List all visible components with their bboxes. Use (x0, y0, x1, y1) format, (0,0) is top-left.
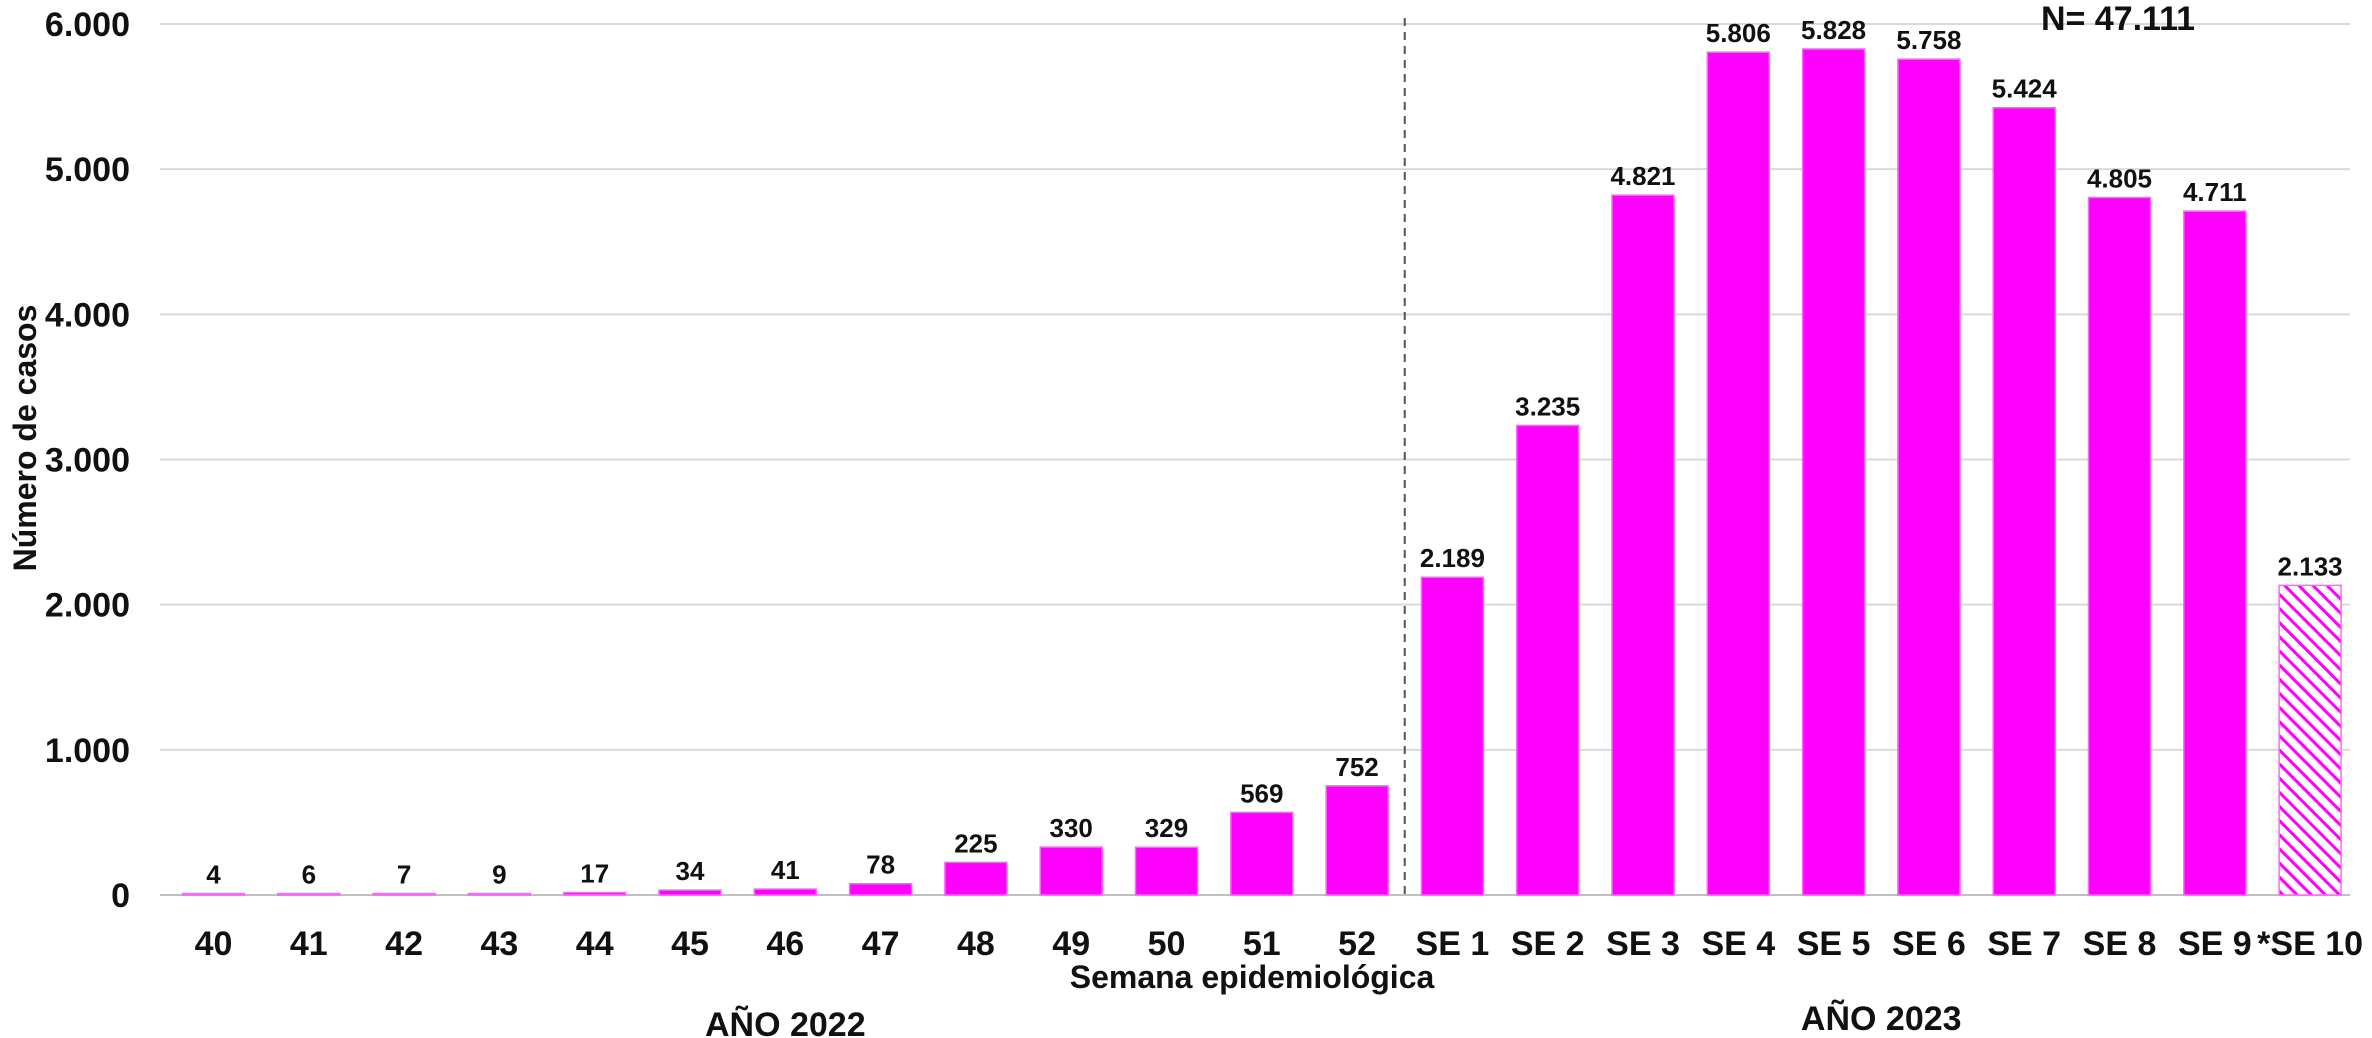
y-tick-label: 0 (111, 877, 130, 915)
bar (1420, 576, 1485, 896)
group-label-2022: AÑO 2022 (705, 1006, 866, 1038)
gridlines (160, 23, 2350, 896)
data-label: 41 (771, 855, 800, 885)
bar (2183, 210, 2247, 896)
data-label: 4.711 (2183, 177, 2247, 207)
data-label: 2.189 (1420, 543, 1485, 573)
data-label: 4.805 (2087, 163, 2152, 193)
data-label: 7 (397, 860, 411, 890)
group-label-2023: AÑO 2023 (1801, 1000, 1962, 1038)
x-axis-ticks: 40 41 42 43 44 45 46 47 48 49 50 51 52 SE 1 SE 2 SE 3 SE… (195, 925, 2363, 963)
y-tick-label: 6.000 (45, 6, 130, 44)
bar (1897, 58, 1961, 896)
x-tick-label: SE 1 (1416, 925, 1490, 963)
x-tick-label: SE 9 (2178, 925, 2252, 963)
data-label: 4 (206, 860, 221, 890)
bar (848, 882, 913, 896)
x-tick-label: 49 (1052, 925, 1090, 963)
data-label: 5.806 (1706, 18, 1771, 48)
bar (277, 892, 341, 896)
data-label: 78 (866, 850, 895, 880)
bar (1515, 424, 1580, 896)
x-tick-label: SE 7 (1987, 925, 2061, 963)
x-tick-label: SE 6 (1892, 925, 1966, 963)
x-tick-label: SE 3 (1606, 925, 1680, 963)
data-label: 569 (1240, 778, 1283, 808)
x-tick-label: 40 (195, 925, 233, 963)
data-label: 225 (954, 828, 997, 858)
x-tick-label: *SE 10 (2257, 925, 2363, 963)
y-tick-label: 3.000 (45, 442, 130, 480)
data-label: 9 (492, 860, 506, 890)
data-label: 6 (302, 860, 316, 890)
x-tick-label: 41 (290, 925, 328, 963)
bar (2278, 584, 2342, 896)
y-tick-label: 1.000 (45, 732, 130, 770)
bar (1039, 846, 1103, 896)
x-tick-label: 52 (1338, 925, 1376, 963)
bar (1801, 48, 1866, 896)
y-tick-label: 2.000 (45, 587, 130, 625)
bar (1230, 811, 1294, 896)
total-count-label: N= 47.111 (2041, 0, 2195, 38)
bars (181, 48, 2342, 896)
data-label: 752 (1335, 752, 1378, 782)
data-label: 34 (676, 856, 705, 886)
x-tick-label: 51 (1243, 925, 1281, 963)
data-label: 2.133 (2278, 551, 2343, 581)
data-label: 329 (1145, 813, 1188, 843)
bar (1992, 106, 2056, 896)
x-tick-label: 48 (957, 925, 995, 963)
x-tick-label: 44 (576, 925, 614, 963)
bar (2087, 196, 2152, 896)
x-axis-title: Semana epidemiológica (1070, 959, 1435, 995)
x-tick-label: SE 5 (1797, 925, 1871, 963)
x-tick-label: 46 (766, 925, 804, 963)
bar (181, 892, 246, 896)
x-tick-label: SE 2 (1511, 925, 1585, 963)
x-tick-label: SE 4 (1701, 925, 1775, 963)
data-label: 5.424 (1992, 74, 2058, 104)
x-tick-label: 50 (1148, 925, 1186, 963)
data-label: 17 (580, 859, 609, 889)
data-label: 3.235 (1515, 391, 1580, 421)
data-label: 330 (1050, 813, 1093, 843)
bar (467, 892, 532, 896)
x-tick-label: 43 (480, 925, 518, 963)
y-tick-label: 5.000 (45, 151, 130, 189)
x-tick-label: 45 (671, 925, 709, 963)
x-tick-label: 47 (862, 925, 900, 963)
bar (1706, 51, 1771, 896)
bar (1134, 846, 1199, 896)
bar (372, 892, 436, 896)
bar (658, 889, 722, 896)
data-label: 5.758 (1896, 25, 1961, 55)
x-tick-label: SE 8 (2083, 925, 2157, 963)
bar (562, 891, 627, 896)
bar (944, 861, 1008, 896)
data-label: 4.821 (1610, 161, 1675, 191)
bar (1611, 194, 1675, 896)
x-tick-label: 42 (385, 925, 423, 963)
data-label: 5.828 (1801, 15, 1866, 45)
bar (1325, 785, 1389, 896)
y-axis-title: Número de casos (7, 305, 43, 572)
data-labels: 4 6 7 9 17 34 41 78 225 330 329 569 752 2.189 3.235 4.8… (206, 15, 2342, 890)
y-tick-label: 4.000 (45, 296, 130, 334)
bar (753, 888, 818, 896)
y-axis-ticks: 0 1.000 2.000 3.000 4.000 5.000 6.000 (45, 6, 130, 915)
